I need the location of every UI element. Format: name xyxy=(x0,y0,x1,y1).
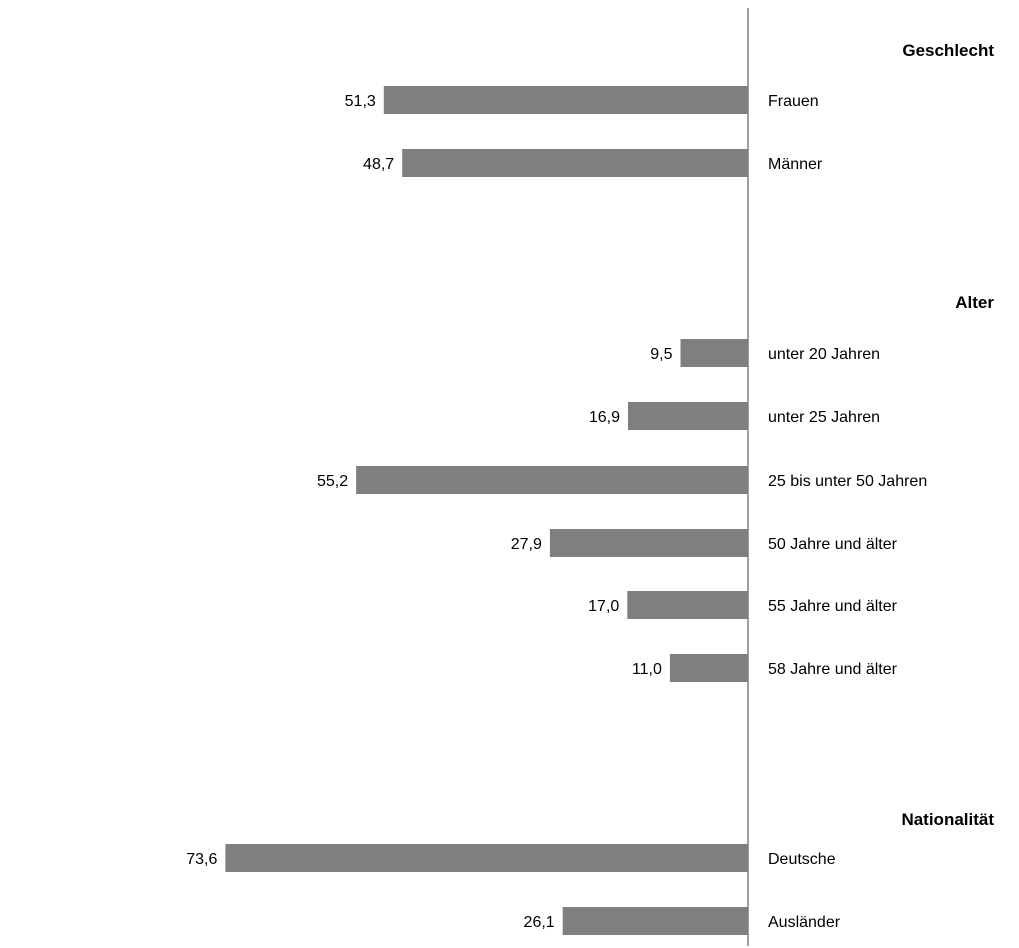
value-label: 26,1 xyxy=(524,914,555,931)
bar xyxy=(383,86,748,114)
category-label: 25 bis unter 50 Jahren xyxy=(768,473,927,490)
category-label: unter 25 Jahren xyxy=(768,409,880,426)
group-1: Alter 9,5 unter 20 Jahren 16,9 unter 25 Jahr… xyxy=(317,293,994,682)
category-label: 55 Jahre und älter xyxy=(768,598,898,615)
bar xyxy=(402,149,748,177)
value-label: 55,2 xyxy=(317,473,348,490)
value-label: 9,5 xyxy=(650,346,672,363)
bar xyxy=(562,907,748,935)
group-2: Nationalität 73,6 Deutsche 26,1 Ausländer xyxy=(186,810,994,935)
value-label: 51,3 xyxy=(345,93,376,110)
group-title: Alter xyxy=(955,293,994,312)
value-label: 73,6 xyxy=(186,851,217,868)
bar xyxy=(627,591,748,619)
category-label: Deutsche xyxy=(768,851,836,868)
category-label: Ausländer xyxy=(768,914,841,931)
bar xyxy=(680,339,748,367)
group-0: Geschlecht 51,3 Frauen 48,7 Männer xyxy=(345,41,994,177)
value-label: 16,9 xyxy=(589,409,620,426)
category-label: Frauen xyxy=(768,93,819,110)
value-label: 17,0 xyxy=(588,598,619,615)
category-label: unter 20 Jahren xyxy=(768,346,880,363)
category-label: 58 Jahre und älter xyxy=(768,661,898,678)
bar xyxy=(225,844,748,872)
category-label: Männer xyxy=(768,156,823,173)
group-title: Nationalität xyxy=(901,810,994,829)
value-label: 11,0 xyxy=(632,661,662,678)
bar xyxy=(549,529,748,557)
value-label: 48,7 xyxy=(363,156,394,173)
value-label: 27,9 xyxy=(511,536,542,553)
category-label: 50 Jahre und älter xyxy=(768,536,898,553)
groups-layer: Geschlecht 51,3 Frauen 48,7 Männer Alter 9,5 un… xyxy=(186,41,994,935)
bar xyxy=(628,402,748,430)
bar xyxy=(669,654,748,682)
bar xyxy=(356,466,748,494)
group-title: Geschlecht xyxy=(902,41,994,60)
